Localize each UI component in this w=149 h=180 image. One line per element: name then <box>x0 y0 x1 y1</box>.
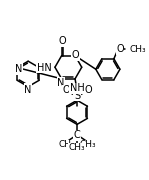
Text: O: O <box>63 86 70 96</box>
Text: N: N <box>15 64 22 74</box>
Text: CH₃: CH₃ <box>129 45 145 54</box>
Text: HN: HN <box>37 63 52 73</box>
Text: O: O <box>72 50 80 60</box>
Text: CH₃: CH₃ <box>130 45 147 54</box>
Text: O: O <box>84 85 92 95</box>
Text: CH₃: CH₃ <box>69 143 85 152</box>
Text: O: O <box>116 45 124 55</box>
Text: O: O <box>116 44 124 54</box>
Text: N: N <box>15 64 22 74</box>
Text: O: O <box>62 85 70 95</box>
Text: O: O <box>84 86 92 96</box>
Text: S: S <box>74 91 80 101</box>
Text: CH₃: CH₃ <box>58 140 75 149</box>
Text: N: N <box>24 85 32 95</box>
Text: HN: HN <box>37 63 52 73</box>
Text: CH₃: CH₃ <box>79 140 96 149</box>
Text: O: O <box>59 37 66 47</box>
Text: N: N <box>57 78 65 88</box>
Text: C: C <box>74 130 80 140</box>
Text: N: N <box>24 84 32 94</box>
Text: NH: NH <box>70 83 84 93</box>
Text: NH: NH <box>70 84 84 94</box>
Text: N: N <box>57 78 65 87</box>
Text: S: S <box>74 91 80 101</box>
Text: O: O <box>72 50 80 60</box>
Text: O: O <box>59 37 66 46</box>
